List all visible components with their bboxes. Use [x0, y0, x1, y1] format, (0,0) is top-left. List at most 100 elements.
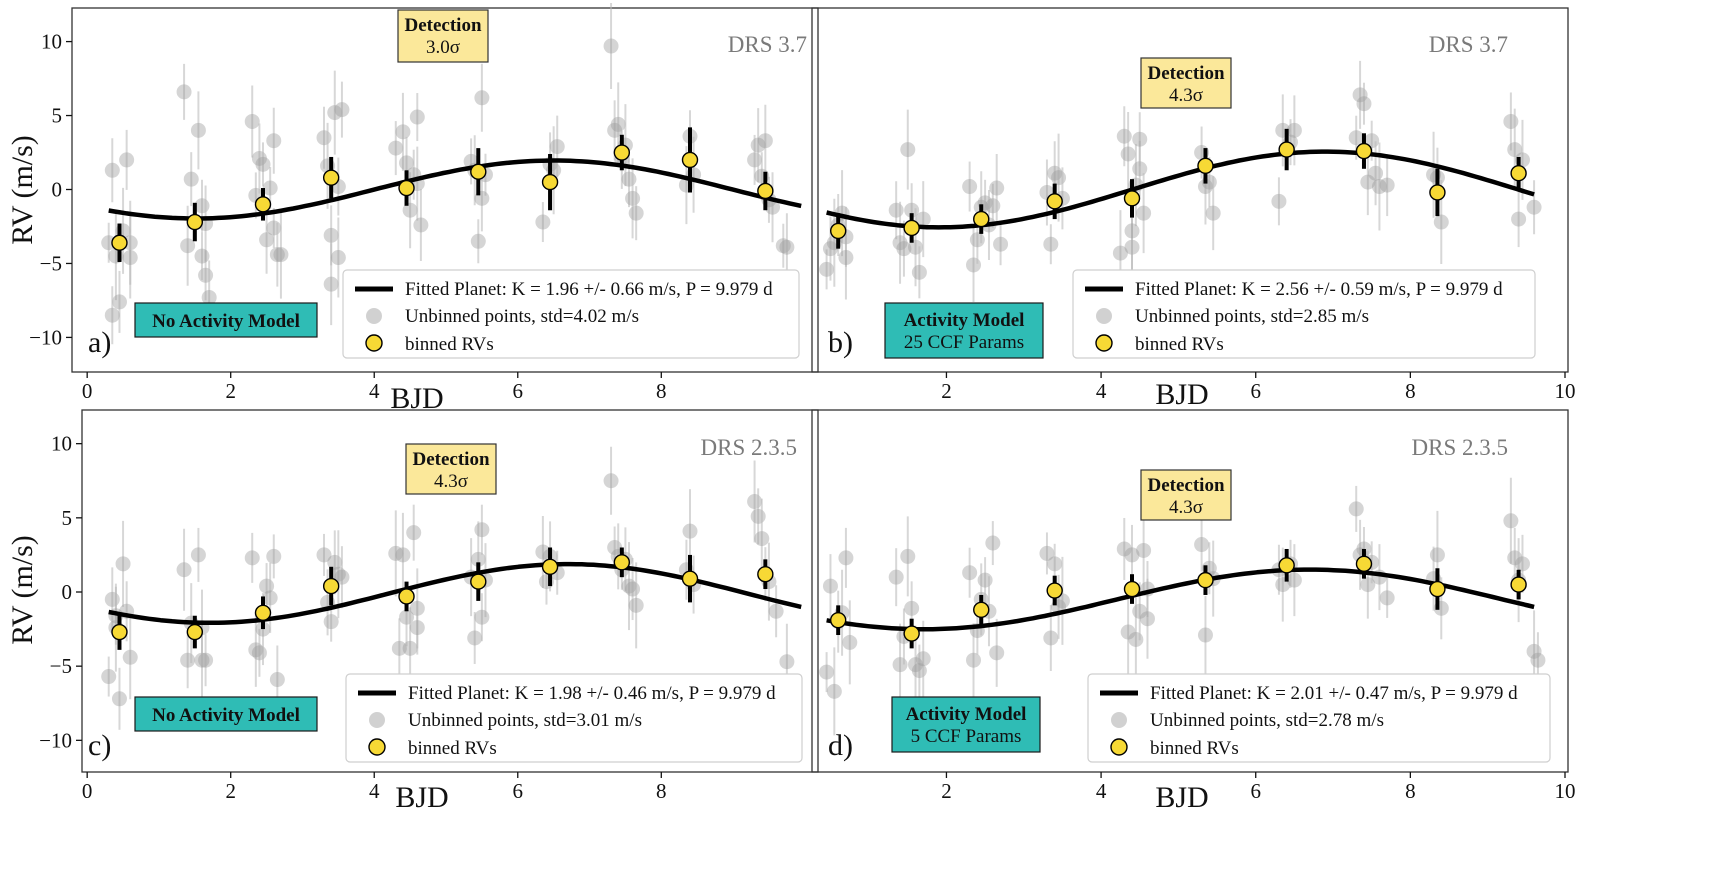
y-tick-label: 5	[52, 104, 63, 128]
binned-point	[398, 588, 415, 605]
version-label: DRS 2.3.5	[701, 435, 798, 460]
binned-point	[613, 554, 631, 571]
legend-binned-swatch	[368, 738, 386, 756]
unbinned-point	[115, 556, 131, 572]
unbinned-point	[1197, 627, 1213, 643]
unbinned-point	[111, 691, 127, 707]
unbinned-point	[826, 683, 842, 699]
unbinned-point	[244, 113, 260, 129]
unbinned-point	[323, 276, 339, 292]
legend-binned-label: binned RVs	[1150, 738, 1239, 759]
unbinned-point	[765, 199, 781, 215]
panel-frame	[81, 409, 819, 773]
legend-box	[1087, 673, 1551, 763]
binned-point	[541, 558, 559, 575]
x-axis-label: BJD	[1155, 781, 1208, 814]
y-tick-label: 0	[52, 178, 63, 202]
legend-binned-swatch	[1095, 334, 1113, 352]
unbinned-point	[1116, 128, 1132, 144]
unbinned-series	[101, 446, 795, 730]
binned-point	[1355, 142, 1373, 160]
model-subtitle: 25 CCF Params	[904, 332, 1024, 353]
unbinned-point	[610, 116, 626, 132]
unbinned-point	[251, 645, 267, 661]
detection-box	[1140, 57, 1232, 109]
unbinned-point	[402, 640, 418, 656]
x-tick-label: 2	[225, 779, 236, 803]
x-tick-label: 4	[369, 379, 380, 403]
unbinned-point	[104, 307, 120, 323]
legend-unbinned-swatch	[369, 712, 385, 728]
unbinned-point	[1128, 631, 1144, 647]
unbinned-point	[962, 565, 978, 581]
x-tick-label: 2	[941, 379, 952, 403]
binned-point	[186, 623, 204, 641]
unbinned-point	[892, 657, 908, 673]
panel-letter: a)	[88, 326, 111, 359]
binned-point	[757, 182, 774, 200]
detection-box	[397, 9, 489, 63]
binned-point	[541, 173, 559, 191]
binned-point	[1123, 190, 1141, 207]
unbinned-point	[819, 261, 835, 277]
x-tick-label: 4	[369, 779, 380, 803]
unbinned-point	[985, 198, 1001, 214]
unbinned-point	[190, 122, 206, 138]
legend-fit-label: Fitted Planet: K = 2.01 +/- 0.47 m/s, P …	[1150, 683, 1518, 704]
unbinned-point	[1511, 211, 1527, 227]
binned-point	[757, 566, 774, 583]
binned-point	[1429, 580, 1446, 598]
unbinned-point	[1286, 572, 1302, 588]
y-axis-label: RV (m/s)	[6, 535, 39, 645]
unbinned-point	[1503, 513, 1519, 529]
binned-point	[322, 169, 340, 186]
binned-series	[829, 548, 1527, 649]
binned-point	[903, 625, 920, 642]
unbinned-point	[888, 569, 904, 585]
unbinned-point	[409, 109, 425, 125]
unbinned-point	[989, 180, 1005, 196]
x-tick-label: 6	[1250, 779, 1261, 803]
binned-series	[829, 128, 1527, 249]
legend-fit-label: Fitted Planet: K = 2.56 +/- 0.59 m/s, P …	[1135, 279, 1503, 300]
unbinned-point	[1368, 165, 1384, 181]
unbinned-point	[395, 124, 411, 140]
unbinned-point	[1360, 174, 1376, 190]
unbinned-point	[259, 232, 275, 248]
x-tick-label: 6	[1250, 379, 1261, 403]
unbinned-point	[1348, 501, 1364, 517]
unbinned-point	[1047, 556, 1063, 572]
model-box	[884, 302, 1044, 359]
unbinned-point	[1433, 214, 1449, 230]
legend-binned-swatch	[365, 334, 383, 352]
x-tick-label: 2	[941, 779, 952, 803]
binned-point	[1429, 184, 1446, 201]
unbinned-point	[474, 522, 490, 538]
unbinned-point	[966, 257, 982, 273]
y-axis-label: RV (m/s)	[6, 135, 39, 245]
unbinned-point	[838, 250, 854, 266]
unbinned-point	[1194, 537, 1210, 553]
model-box	[891, 696, 1041, 753]
binned-point	[1123, 580, 1141, 598]
binned-point	[1197, 571, 1214, 589]
detection-value: 4.3σ	[1169, 85, 1203, 106]
unbinned-point	[896, 241, 912, 257]
binned-point	[254, 196, 272, 213]
legend-unbinned-swatch	[1096, 308, 1112, 324]
unbinned-point	[470, 233, 486, 249]
detection-title: Detection	[1147, 63, 1224, 84]
model-subtitle: 5 CCF Params	[911, 726, 1022, 747]
unbinned-point	[750, 508, 766, 524]
x-tick-label: 6	[513, 379, 524, 403]
x-tick-label: 10	[1555, 379, 1576, 403]
unbinned-point	[183, 171, 199, 187]
unbinned-point	[962, 179, 978, 195]
unbinned-point	[406, 525, 422, 541]
unbinned-point	[842, 634, 858, 650]
x-tick-label: 4	[1096, 379, 1107, 403]
y-tick-label: −10	[29, 325, 62, 349]
y-tick-label: 5	[62, 506, 73, 530]
legend-unbinned-label: Unbinned points, std=4.02 m/s	[405, 306, 639, 327]
